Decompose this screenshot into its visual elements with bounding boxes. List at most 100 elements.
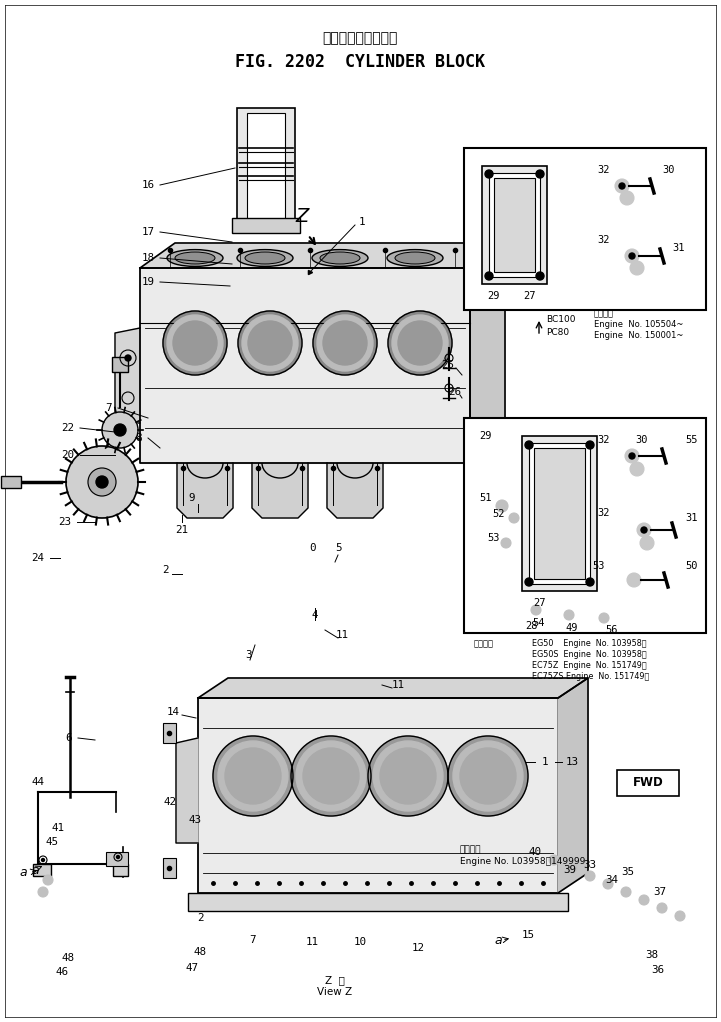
- Bar: [482, 166, 547, 284]
- Text: 47: 47: [185, 963, 198, 973]
- Text: Engine  No. 150001~: Engine No. 150001~: [594, 331, 684, 340]
- Circle shape: [536, 272, 544, 280]
- Circle shape: [603, 879, 613, 889]
- Circle shape: [323, 321, 367, 365]
- Text: 31: 31: [686, 513, 698, 523]
- Text: Engine  No. 105504~: Engine No. 105504~: [594, 320, 684, 329]
- Circle shape: [549, 855, 559, 865]
- Circle shape: [88, 468, 116, 496]
- Ellipse shape: [387, 249, 443, 267]
- Bar: [464, 418, 706, 633]
- Text: 42: 42: [164, 797, 177, 807]
- Circle shape: [163, 311, 227, 375]
- Text: a: a: [31, 864, 39, 877]
- Text: EC75Z  Engine  No. 151749〜: EC75Z Engine No. 151749〜: [532, 661, 647, 670]
- Text: 52: 52: [492, 509, 505, 519]
- Text: 29: 29: [479, 431, 492, 442]
- Circle shape: [637, 523, 651, 537]
- Circle shape: [630, 462, 644, 476]
- Circle shape: [96, 476, 108, 487]
- Polygon shape: [115, 328, 140, 423]
- Text: 48: 48: [193, 947, 206, 957]
- Circle shape: [313, 311, 377, 375]
- Text: 55: 55: [686, 435, 698, 445]
- Bar: [113, 864, 128, 876]
- Bar: [112, 357, 128, 372]
- Text: Z: Z: [295, 207, 309, 226]
- Text: a: a: [494, 933, 502, 946]
- Text: 20: 20: [61, 450, 74, 460]
- Circle shape: [213, 736, 293, 816]
- Circle shape: [639, 895, 649, 905]
- Text: FWD: FWD: [632, 777, 663, 790]
- Text: 1: 1: [359, 217, 366, 227]
- Circle shape: [509, 513, 519, 523]
- Circle shape: [485, 272, 493, 280]
- Text: 8: 8: [135, 433, 141, 443]
- Text: 31: 31: [673, 243, 685, 253]
- Text: 30: 30: [636, 435, 648, 445]
- Circle shape: [125, 355, 131, 361]
- Bar: [529, 443, 590, 584]
- Circle shape: [117, 855, 120, 858]
- Circle shape: [173, 321, 217, 365]
- Bar: [489, 173, 540, 277]
- Text: 4: 4: [311, 610, 318, 620]
- Circle shape: [627, 573, 641, 587]
- Text: 56: 56: [606, 625, 618, 635]
- Text: シリンダ・ブロック: シリンダ・ブロック: [322, 31, 398, 45]
- Ellipse shape: [167, 249, 223, 267]
- Circle shape: [317, 315, 373, 371]
- Text: 3: 3: [244, 650, 251, 660]
- Text: 53: 53: [593, 561, 605, 571]
- Text: Z  矢: Z 矢: [325, 975, 345, 985]
- Circle shape: [388, 311, 452, 375]
- Circle shape: [167, 315, 223, 371]
- Text: 16: 16: [141, 180, 154, 190]
- Circle shape: [398, 321, 442, 365]
- Circle shape: [485, 170, 493, 178]
- Polygon shape: [140, 243, 505, 268]
- Text: 19: 19: [141, 277, 154, 287]
- Text: 37: 37: [653, 887, 666, 897]
- Circle shape: [38, 887, 48, 897]
- Circle shape: [629, 453, 635, 459]
- Bar: [198, 698, 558, 893]
- Circle shape: [621, 887, 631, 897]
- Polygon shape: [558, 678, 588, 893]
- Circle shape: [392, 315, 448, 371]
- Bar: [237, 108, 295, 233]
- Text: BC100: BC100: [546, 315, 575, 324]
- Circle shape: [460, 748, 516, 804]
- Circle shape: [567, 863, 577, 873]
- Circle shape: [296, 741, 366, 811]
- Circle shape: [291, 736, 371, 816]
- Text: 48: 48: [61, 953, 74, 963]
- Circle shape: [629, 253, 635, 259]
- Text: FIG. 2202  CYLINDER BLOCK: FIG. 2202 CYLINDER BLOCK: [235, 53, 485, 71]
- Bar: [247, 113, 285, 228]
- Text: 9: 9: [189, 493, 195, 503]
- Text: 5: 5: [335, 543, 341, 553]
- Circle shape: [501, 538, 511, 548]
- Text: 49: 49: [566, 623, 578, 633]
- Text: PC80: PC80: [546, 328, 569, 337]
- Ellipse shape: [312, 249, 368, 267]
- Circle shape: [42, 858, 45, 862]
- Text: 24: 24: [32, 553, 45, 563]
- Bar: [494, 178, 535, 272]
- Circle shape: [675, 911, 685, 921]
- Text: 25: 25: [441, 360, 454, 370]
- Text: 26: 26: [448, 387, 461, 397]
- Text: 2: 2: [162, 565, 168, 575]
- Circle shape: [619, 183, 625, 189]
- Circle shape: [620, 191, 634, 205]
- Text: 38: 38: [645, 950, 658, 960]
- Text: 46: 46: [56, 967, 68, 977]
- Bar: [534, 448, 585, 579]
- Circle shape: [380, 748, 436, 804]
- Bar: [106, 852, 128, 866]
- Text: 23: 23: [58, 517, 71, 527]
- Text: 7: 7: [249, 935, 255, 945]
- Ellipse shape: [395, 252, 435, 264]
